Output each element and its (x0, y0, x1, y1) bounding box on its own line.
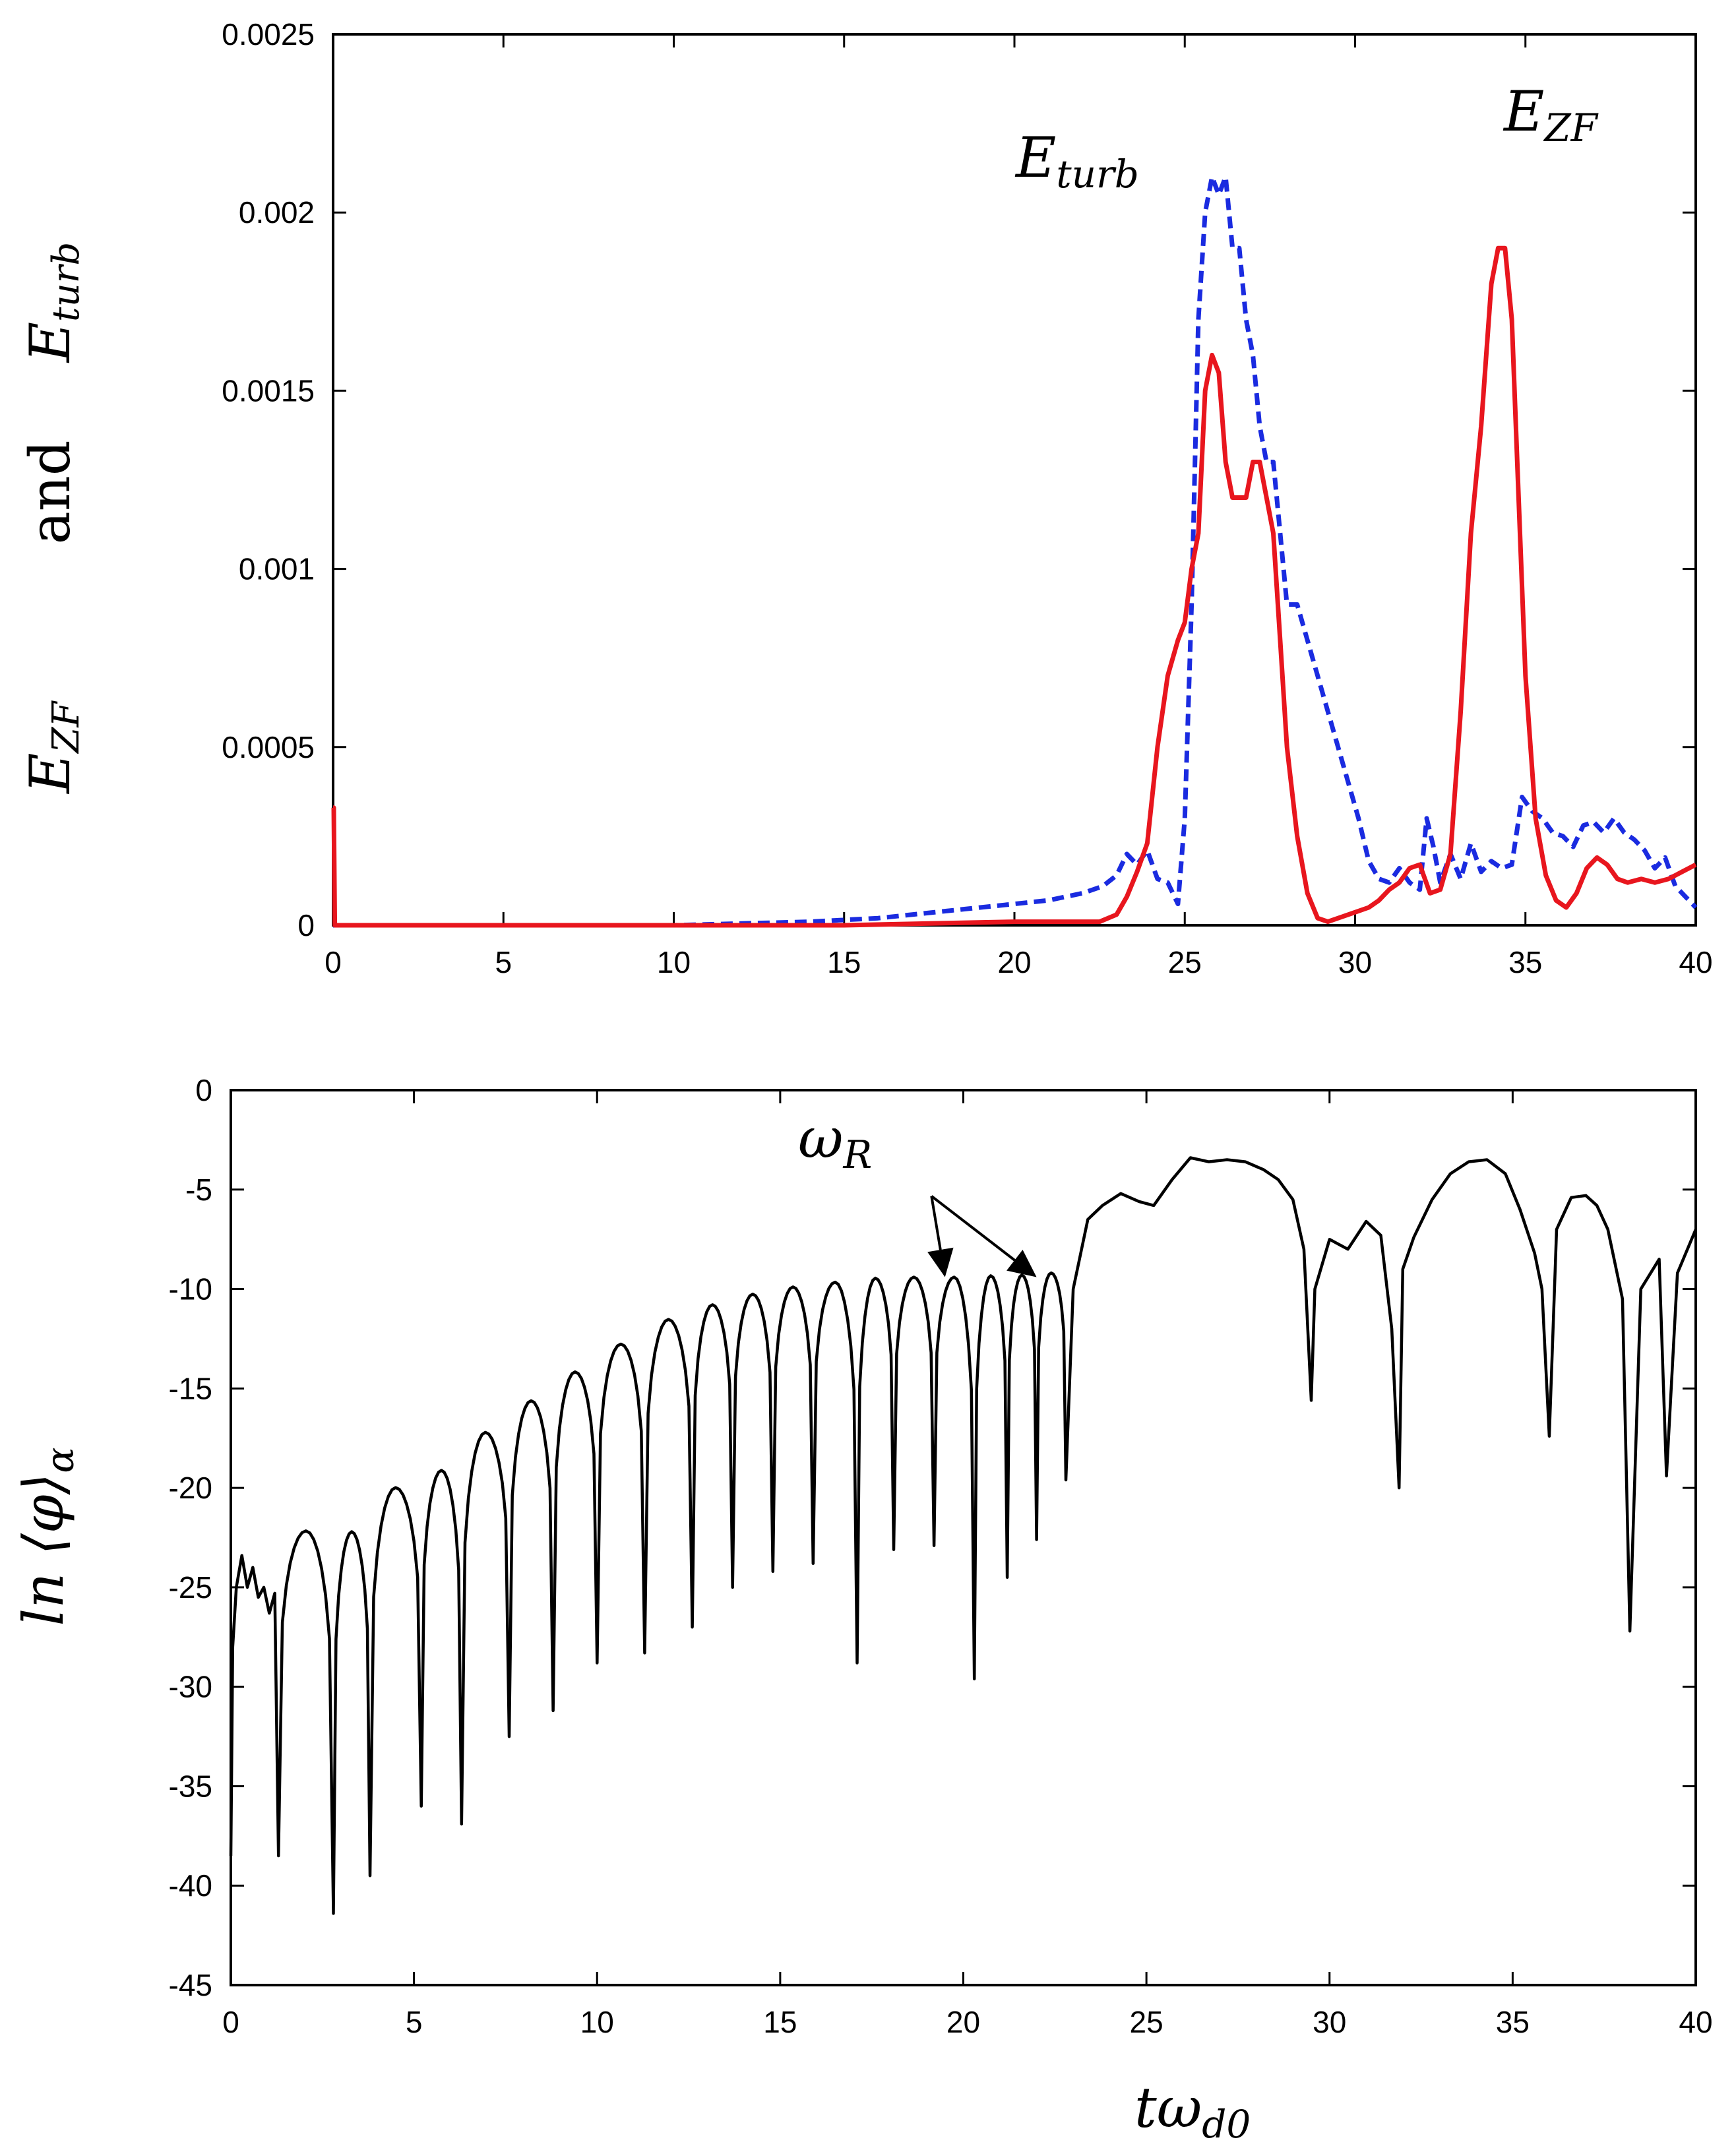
top-plot-frame (332, 33, 1697, 927)
bottom-y-tick-label: -20 (169, 1471, 212, 1505)
bottom-ticks (230, 1089, 1697, 1986)
top-x-tick-labels: 0 5 10 15 20 25 30 35 40 (325, 945, 1712, 979)
top-y-tick-label: 0.0005 (222, 730, 315, 764)
bottom-y-tick-label: -10 (169, 1272, 212, 1306)
top-y-tick-label: 0.0025 (222, 17, 315, 51)
omega-r-arrows (927, 1195, 1037, 1277)
top-x-tick-label: 30 (1338, 945, 1372, 979)
bottom-x-tick-label: 35 (1496, 2005, 1530, 2039)
bottom-y-tick-label: -35 (169, 1769, 212, 1803)
bottom-y-axis-label: ln ⟨φ⟩α (11, 1447, 82, 1626)
top-x-tick-label: 0 (325, 945, 342, 979)
series-line-ln-phi (229, 1156, 1698, 1915)
top-ylabel-eturb-base: E (18, 322, 82, 363)
series-ln-phi (229, 1156, 1698, 1915)
bottom-x-axis-label: tωd0 (1134, 2075, 1251, 2146)
bottom-y-tick-labels: 0 -5 -10 -15 -20 -25 -30 -35 -40 -45 (169, 1073, 212, 2002)
series-line-e-zf (331, 245, 1697, 928)
annotation-omega-r: ωR (798, 1106, 872, 1177)
top-x-tick-label: 15 (827, 945, 861, 979)
top-ylabel-eturb-sub: turb (45, 242, 88, 322)
annotation-ezf: EZF (1503, 79, 1599, 150)
arrow-head (927, 1247, 954, 1277)
bottom-x-tick-label: 10 (580, 2005, 614, 2039)
bottom-y-tick-label: -45 (169, 1968, 212, 2002)
bottom-series-group (229, 1156, 1698, 1915)
bottom-y-tick-label: -15 (169, 1371, 212, 1405)
bottom-y-tick-label: -5 (185, 1173, 212, 1207)
bottom-x-tick-label: 30 (1313, 2005, 1346, 2039)
top-x-tick-label: 35 (1508, 945, 1542, 979)
top-y-tick-label: 0 (297, 908, 315, 942)
bottom-y-tick-label: -30 (169, 1670, 212, 1704)
arrow-head (1007, 1249, 1037, 1277)
bottom-x-tick-label: 15 (763, 2005, 797, 2039)
annotation-eturb: Eturb (1014, 125, 1139, 197)
bottom-y-tick-label: -25 (169, 1570, 212, 1605)
top-y-axis-label: EZF and Eturb (18, 242, 92, 795)
bottom-y-tick-label: 0 (195, 1073, 212, 1107)
top-x-tick-label: 25 (1168, 945, 1202, 979)
bottom-x-tick-label: 20 (946, 2005, 980, 2039)
top-y-tick-label: 0.002 (239, 195, 315, 230)
bottom-plot-frame (230, 1089, 1697, 1986)
svg-text:ln ⟨φ⟩α: ln ⟨φ⟩α (11, 1447, 82, 1626)
arrow-shaft (930, 1196, 942, 1250)
svg-text:EZF and Eturb: EZF and Eturb (18, 242, 92, 795)
top-ylabel-ezf-sub: ZF (45, 700, 88, 754)
top-ylabel-and: and (18, 440, 82, 544)
top-x-tick-label: 10 (657, 945, 691, 979)
bottom-chart: 0 5 10 15 20 25 30 35 40 0 -5 -10 -15 -20 -25 -30 -35 -4… (11, 1073, 1713, 2146)
bottom-x-tick-label: 5 (406, 2005, 423, 2039)
bottom-x-tick-label: 40 (1679, 2005, 1712, 2039)
top-ylabel-ezf-base: E (18, 753, 82, 795)
top-chart: 0 5 10 15 20 25 30 35 40 0 0.0005 0.001 0.0015 0.002… (18, 17, 1713, 979)
arrow-shaft (931, 1195, 1016, 1262)
series-e-zf (331, 245, 1697, 928)
top-series-group (331, 174, 1698, 928)
top-x-tick-label: 5 (495, 945, 512, 979)
top-x-tick-label: 20 (997, 945, 1031, 979)
bottom-x-tick-label: 25 (1130, 2005, 1163, 2039)
bottom-x-tick-labels: 0 5 10 15 20 25 30 35 40 (222, 2005, 1712, 2039)
top-x-tick-label: 40 (1679, 945, 1712, 979)
top-ticks (332, 33, 1697, 927)
bottom-x-tick-label: 0 (222, 2005, 239, 2039)
bottom-y-tick-label: -40 (169, 1868, 212, 1903)
top-y-tick-labels: 0 0.0005 0.001 0.0015 0.002 0.0025 (222, 17, 315, 942)
top-y-tick-label: 0.0015 (222, 373, 315, 408)
top-y-tick-label: 0.001 (239, 552, 315, 586)
